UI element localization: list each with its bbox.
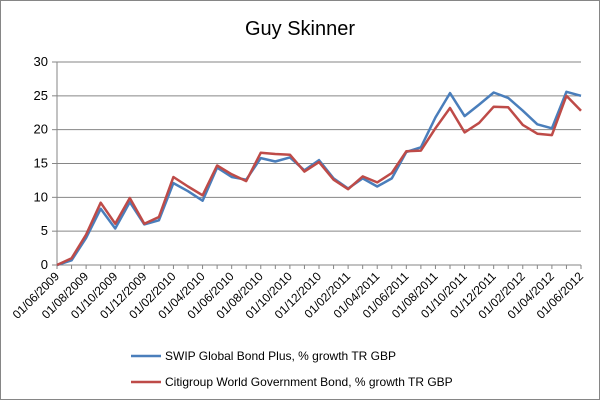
y-tick-label: 15 [34, 156, 48, 171]
y-tick-label: 5 [41, 223, 48, 238]
legend: SWIP Global Bond Plus, % growth TR GBP Ci… [131, 349, 453, 389]
y-tick-label: 0 [41, 257, 48, 272]
series-line-1 [56, 90, 582, 267]
y-tick-label: 10 [34, 189, 48, 204]
y-tick-label: 20 [34, 122, 48, 137]
chart-title: Guy Skinner [245, 18, 355, 40]
legend-label: Citigroup World Government Bond, % growt… [165, 375, 453, 389]
y-tick-label: 30 [34, 54, 48, 69]
series-lines [56, 90, 582, 267]
y-tick-label: 25 [34, 88, 48, 103]
series-line-2 [56, 94, 582, 267]
legend-label: SWIP Global Bond Plus, % growth TR GBP [165, 349, 396, 363]
